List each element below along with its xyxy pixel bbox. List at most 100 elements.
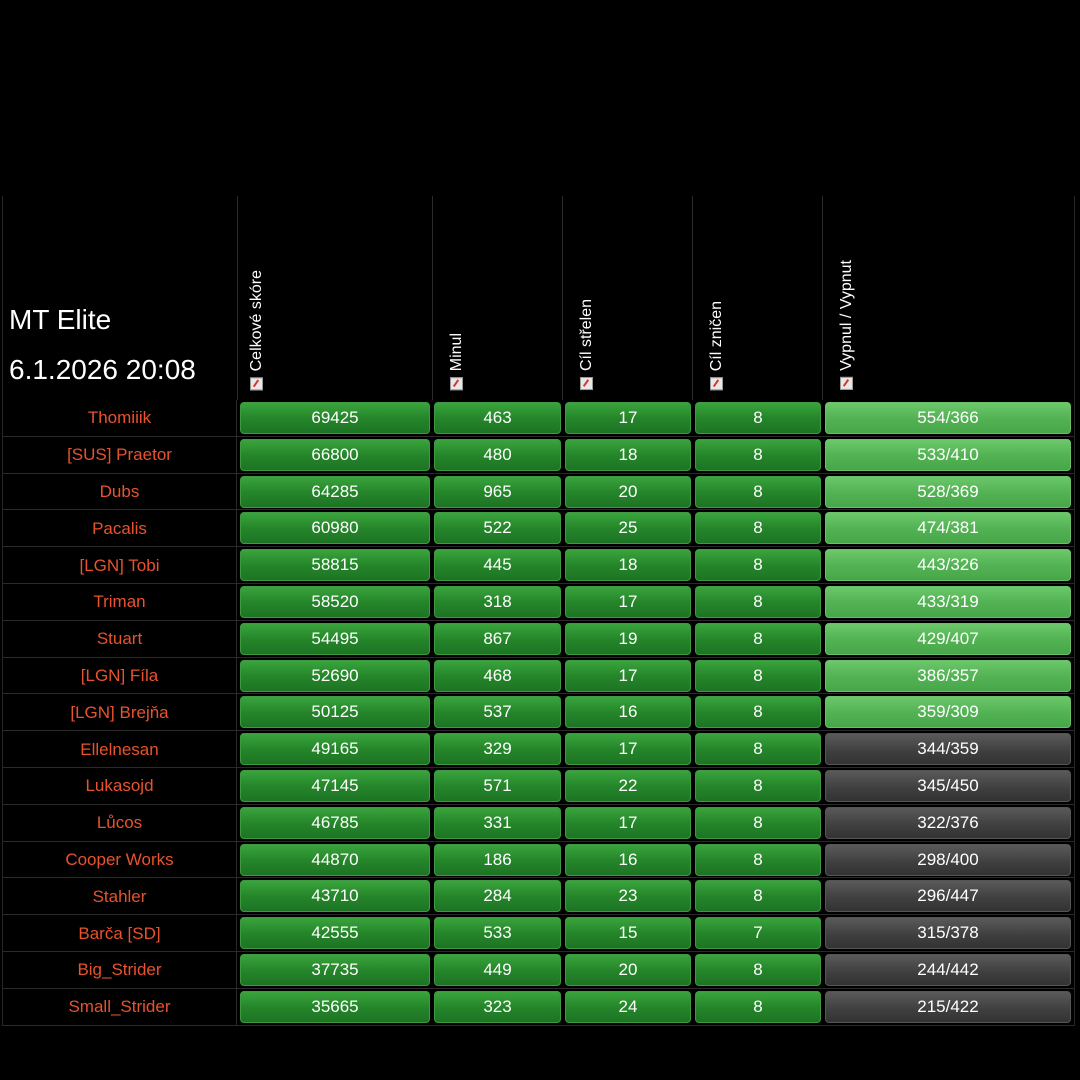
table-row[interactable]: [LGN] Tobi 58815 445 18 8 443/326	[3, 547, 1074, 584]
vypnul-cell: 345/450	[825, 769, 1071, 802]
vypnul-cell: 359/309	[825, 696, 1071, 729]
minul-cell: 867	[434, 622, 561, 655]
vypnul-cell: 315/378	[825, 917, 1071, 950]
table-row[interactable]: Lůcos 46785 331 17 8 322/376	[3, 804, 1074, 842]
sort-icon[interactable]	[710, 377, 724, 390]
strelen-cell: 18	[565, 549, 691, 582]
column-header-znicen[interactable]: Cíl zničen	[692, 196, 823, 400]
table-row[interactable]: Cooper Works 44870 186 16 8 298/400	[3, 841, 1074, 879]
table-row[interactable]: Small_Strider 35665 323 24 8 215/422	[3, 988, 1074, 1026]
vypnul-cell: 244/442	[825, 953, 1071, 986]
column-header-label: Cíl zničen	[708, 300, 725, 371]
znicen-cell: 8	[695, 549, 821, 582]
score-cell: 54495	[240, 622, 430, 655]
table-row[interactable]: Barča [SD] 42555 533 15 7 315/378	[3, 915, 1074, 952]
player-name: Triman	[3, 583, 237, 621]
vypnul-cell: 344/359	[825, 733, 1071, 766]
table-row[interactable]: [SUS] Praetor 66800 480 18 8 533/410	[3, 436, 1074, 474]
minul-cell: 331	[434, 806, 561, 839]
sort-icon[interactable]	[840, 377, 854, 390]
column-header-vypnul[interactable]: Vypnul / Vypnut	[822, 196, 1073, 400]
player-name: Lůcos	[3, 804, 237, 842]
vypnul-cell: 554/366	[825, 402, 1071, 434]
score-cell: 46785	[240, 806, 430, 839]
znicen-cell: 8	[695, 953, 821, 986]
table-row[interactable]: Big_Strider 37735 449 20 8 244/442	[3, 951, 1074, 989]
strelen-cell: 15	[565, 917, 691, 950]
strelen-cell: 18	[565, 438, 691, 471]
table-row[interactable]: [LGN] Fíla 52690 468 17 8 386/357	[3, 657, 1074, 695]
sort-icon[interactable]	[580, 377, 594, 390]
table-row[interactable]: Stahler 43710 284 23 8 296/447	[3, 878, 1074, 916]
vypnul-cell: 474/381	[825, 512, 1071, 545]
vypnul-cell: 443/326	[825, 549, 1071, 582]
minul-cell: 449	[434, 953, 561, 986]
table-row[interactable]: Lukasojd 47145 571 22 8 345/450	[3, 767, 1074, 805]
player-name: Small_Strider	[3, 988, 237, 1026]
sort-icon[interactable]	[450, 377, 464, 390]
table-row[interactable]: Stuart 54495 867 19 8 429/407	[3, 620, 1074, 658]
minul-cell: 468	[434, 659, 561, 692]
table-row[interactable]: [LGN] Brejňa 50125 537 16 8 359/309	[3, 694, 1074, 732]
table-row[interactable]: Pacalis 60980 522 25 8 474/381	[3, 510, 1074, 548]
znicen-cell: 8	[695, 696, 821, 729]
strelen-cell: 16	[565, 696, 691, 729]
znicen-cell: 8	[695, 769, 821, 802]
strelen-cell: 22	[565, 769, 691, 802]
column-header-score[interactable]: Celkové skóre	[238, 196, 433, 400]
vypnul-cell: 322/376	[825, 806, 1071, 839]
column-header-label: Cíl střelen	[578, 298, 595, 371]
column-header-label: Celkové skóre	[248, 269, 265, 371]
player-name: Cooper Works	[3, 841, 237, 879]
strelen-cell: 17	[565, 585, 691, 618]
vypnul-cell: 429/407	[825, 622, 1071, 655]
column-header-minul[interactable]: Minul	[432, 196, 563, 400]
minul-cell: 323	[434, 990, 561, 1023]
score-cell: 37735	[240, 953, 430, 986]
player-name: [SUS] Praetor	[3, 436, 237, 474]
sort-icon[interactable]	[250, 377, 264, 390]
minul-cell: 329	[434, 733, 561, 766]
player-name: Dubs	[3, 473, 237, 511]
score-cell: 47145	[240, 769, 430, 802]
player-name: Big_Strider	[3, 951, 237, 989]
znicen-cell: 8	[695, 475, 821, 508]
column-header-strelen[interactable]: Cíl střelen	[562, 196, 693, 400]
znicen-cell: 8	[695, 880, 821, 913]
vypnul-cell: 433/319	[825, 585, 1071, 618]
column-header-label: Minul	[448, 332, 465, 371]
table-row[interactable]: Triman 58520 318 17 8 433/319	[3, 583, 1074, 621]
strelen-cell: 19	[565, 622, 691, 655]
vypnul-cell: 215/422	[825, 990, 1071, 1023]
minul-cell: 445	[434, 549, 561, 582]
znicen-cell: 8	[695, 659, 821, 692]
strelen-cell: 25	[565, 512, 691, 545]
score-cell: 69425	[240, 402, 430, 434]
minul-cell: 284	[434, 880, 561, 913]
strelen-cell: 17	[565, 659, 691, 692]
strelen-cell: 20	[565, 475, 691, 508]
table-row[interactable]: Ellelnesan 49165 329 17 8 344/359	[3, 731, 1074, 768]
score-cell: 42555	[240, 917, 430, 950]
score-cell: 49165	[240, 733, 430, 766]
vypnul-cell: 386/357	[825, 659, 1071, 692]
minul-cell: 480	[434, 438, 561, 471]
vypnul-cell: 298/400	[825, 843, 1071, 876]
znicen-cell: 8	[695, 585, 821, 618]
player-name: Lukasojd	[3, 767, 237, 805]
znicen-cell: 8	[695, 990, 821, 1023]
table-body: Thomiiik 69425 463 17 8 554/366 [SUS] Praetor 6…	[3, 400, 1074, 1026]
score-cell: 58520	[240, 585, 430, 618]
table-row[interactable]: Dubs 64285 965 20 8 528/369	[3, 473, 1074, 511]
table-row[interactable]: Thomiiik 69425 463 17 8 554/366	[3, 400, 1074, 437]
vypnul-cell: 528/369	[825, 475, 1071, 508]
score-cell: 43710	[240, 880, 430, 913]
znicen-cell: 8	[695, 843, 821, 876]
vypnul-cell: 296/447	[825, 880, 1071, 913]
score-cell: 50125	[240, 696, 430, 729]
player-name: [LGN] Tobi	[3, 547, 237, 584]
minul-cell: 533	[434, 917, 561, 950]
znicen-cell: 8	[695, 512, 821, 545]
leaderboard-table: MT Elite 6.1.2026 20:08 Celkové skóre Mi…	[2, 196, 1075, 1026]
score-cell: 35665	[240, 990, 430, 1023]
